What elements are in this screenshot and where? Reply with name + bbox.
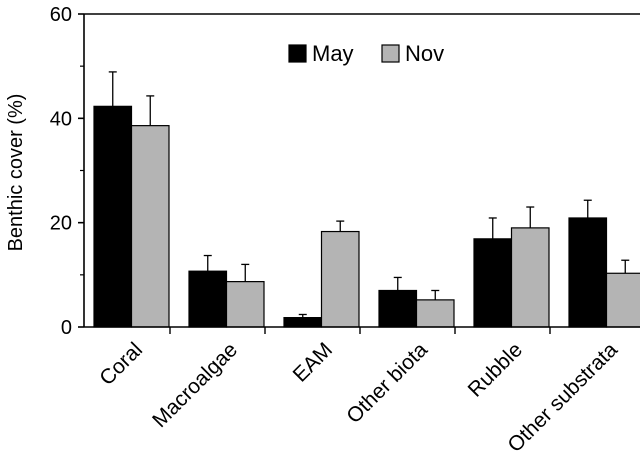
x-category-label: Coral	[95, 338, 147, 390]
bars-layer	[94, 106, 640, 327]
bar-nov-0	[132, 126, 170, 327]
bar-may-3	[379, 290, 417, 327]
error-bars-layer	[109, 72, 630, 318]
bar-may-1	[189, 271, 227, 327]
y-tick-label: 0	[61, 317, 72, 339]
legend: May Nov	[289, 41, 444, 66]
bar-nov-1	[227, 282, 265, 327]
y-tick-label: 60	[50, 4, 72, 26]
bar-may-2	[284, 318, 322, 327]
x-category-label: Macroalgae	[148, 338, 242, 432]
legend-swatch-may	[289, 45, 306, 62]
bar-nov-5	[607, 273, 640, 327]
y-ticks-layer: 0 20 40 60	[50, 4, 84, 339]
y-tick-label: 20	[50, 213, 72, 235]
bar-nov-2	[322, 232, 360, 327]
x-category-label: EAM	[289, 338, 337, 386]
bar-may-4	[474, 239, 512, 327]
bar-nov-3	[417, 300, 455, 327]
legend-label-may: May	[312, 41, 354, 66]
bar-may-0	[94, 106, 132, 327]
legend-swatch-nov	[382, 45, 399, 62]
y-axis-title: Benthic cover (%)	[5, 94, 27, 252]
x-category-label: Rubble	[464, 338, 527, 401]
x-category-label: Other biota	[342, 338, 432, 428]
bar-may-5	[569, 218, 607, 327]
bar-nov-4	[512, 228, 550, 327]
y-tick-label: 40	[50, 108, 72, 130]
legend-label-nov: Nov	[405, 41, 444, 66]
